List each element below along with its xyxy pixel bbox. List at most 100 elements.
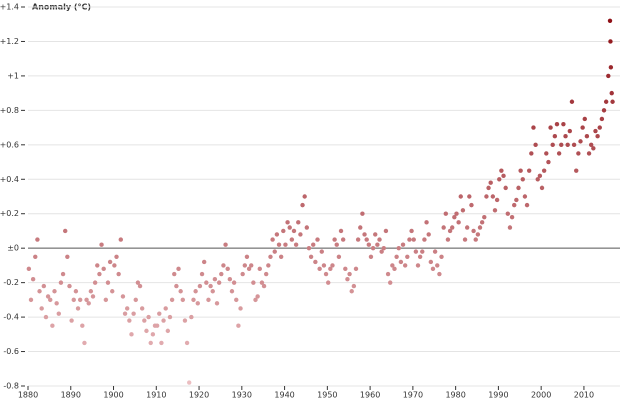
point xyxy=(97,271,102,277)
point xyxy=(559,142,564,148)
point xyxy=(599,116,605,122)
point xyxy=(417,254,423,259)
y-tick-label: -0.6 xyxy=(3,347,19,356)
point xyxy=(45,294,51,299)
point xyxy=(184,340,190,346)
point xyxy=(236,323,241,328)
point xyxy=(366,242,372,247)
point xyxy=(259,280,265,285)
point xyxy=(150,332,156,337)
point xyxy=(452,214,457,220)
point xyxy=(488,180,493,185)
point xyxy=(73,289,79,294)
x-tick-label: 1940 xyxy=(274,391,294,400)
point xyxy=(214,301,220,306)
y-tick-label: ±0 xyxy=(7,244,19,253)
y-tick-label: +0.2 xyxy=(0,209,19,218)
point xyxy=(430,266,436,272)
point xyxy=(315,237,320,242)
point xyxy=(323,271,329,277)
point xyxy=(460,208,466,213)
point xyxy=(210,289,215,294)
point xyxy=(278,254,284,259)
point xyxy=(494,197,500,203)
point xyxy=(456,220,461,225)
point xyxy=(477,225,483,230)
point xyxy=(253,297,258,303)
point xyxy=(439,254,444,259)
point xyxy=(535,177,540,182)
point xyxy=(142,318,147,323)
point xyxy=(413,249,419,254)
point xyxy=(388,280,393,285)
point xyxy=(195,301,200,306)
point xyxy=(56,311,61,316)
point xyxy=(54,301,59,306)
point xyxy=(556,151,562,156)
point xyxy=(242,263,248,268)
point xyxy=(490,194,496,199)
point xyxy=(139,306,145,311)
point xyxy=(409,228,414,234)
point xyxy=(505,211,511,216)
point xyxy=(407,237,412,242)
point xyxy=(447,228,453,234)
point xyxy=(266,263,271,268)
point xyxy=(509,214,515,220)
point xyxy=(110,289,115,294)
point xyxy=(428,259,434,265)
point xyxy=(148,340,153,346)
point xyxy=(353,266,359,272)
point xyxy=(52,289,57,294)
point xyxy=(178,289,183,294)
point xyxy=(306,245,312,251)
point xyxy=(39,306,44,311)
point xyxy=(548,125,553,130)
point xyxy=(261,283,267,289)
point xyxy=(595,134,600,139)
point xyxy=(471,228,476,234)
point xyxy=(336,254,342,259)
point xyxy=(263,271,269,277)
point xyxy=(552,134,558,139)
point xyxy=(137,283,143,289)
point xyxy=(462,237,468,242)
x-tick-label: 1880 xyxy=(18,391,38,400)
point xyxy=(601,108,607,113)
x-tick-label: 2000 xyxy=(531,391,551,400)
point xyxy=(257,266,262,272)
point xyxy=(347,271,352,277)
y-tick-label: -0.2 xyxy=(3,278,19,287)
point xyxy=(272,249,277,254)
point xyxy=(308,254,314,259)
point xyxy=(586,151,592,156)
point xyxy=(569,99,575,104)
point xyxy=(396,245,401,251)
point xyxy=(326,280,331,285)
point xyxy=(201,259,207,265)
point xyxy=(368,254,374,259)
y-tick-label: +0.4 xyxy=(0,175,19,184)
x-tick-label: 1970 xyxy=(403,391,423,400)
point xyxy=(424,220,429,225)
point xyxy=(58,280,64,285)
point xyxy=(276,242,282,247)
point xyxy=(364,237,369,242)
point xyxy=(238,306,243,311)
point xyxy=(370,245,376,251)
point xyxy=(533,142,538,148)
point xyxy=(539,185,545,191)
point xyxy=(219,271,224,277)
point xyxy=(392,266,397,272)
point xyxy=(127,318,132,323)
point xyxy=(289,237,295,242)
point xyxy=(270,237,275,242)
point xyxy=(554,121,560,127)
x-tick-label: 1910 xyxy=(146,391,166,400)
point xyxy=(86,301,91,306)
point xyxy=(550,142,555,148)
point xyxy=(501,173,506,179)
point xyxy=(507,225,513,230)
point xyxy=(234,297,239,303)
point xyxy=(518,168,523,173)
